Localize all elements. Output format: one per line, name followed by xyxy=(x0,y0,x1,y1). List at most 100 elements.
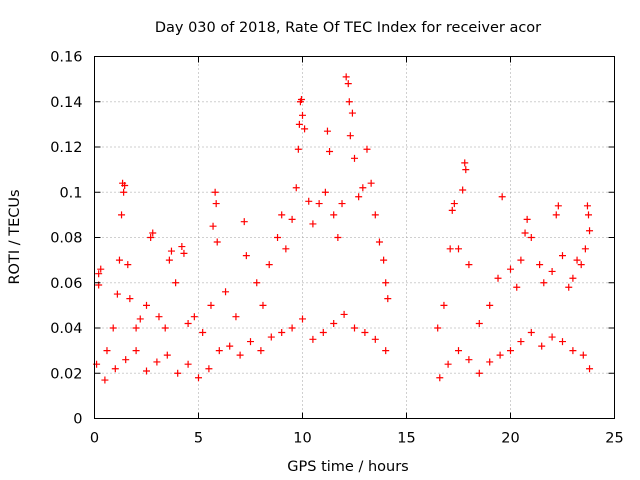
data-point xyxy=(346,132,354,140)
data-point xyxy=(521,229,529,237)
data-point xyxy=(153,358,161,366)
data-point xyxy=(496,351,504,359)
data-point xyxy=(163,351,171,359)
data-point xyxy=(149,229,157,237)
x-tick-label: 25 xyxy=(605,431,623,447)
y-tick-label: 0.02 xyxy=(50,366,82,382)
data-point xyxy=(299,111,306,119)
data-point xyxy=(165,256,173,264)
data-point xyxy=(375,238,383,246)
data-point xyxy=(294,145,302,153)
y-tick-label: 0.14 xyxy=(50,95,82,111)
data-point xyxy=(319,329,327,337)
data-point xyxy=(184,360,192,368)
y-tick-label: 0.08 xyxy=(50,231,82,247)
y-tick-label: 0.1 xyxy=(59,185,82,201)
data-point xyxy=(178,243,186,251)
data-point xyxy=(115,256,123,264)
data-point xyxy=(486,301,494,309)
data-point xyxy=(213,238,221,246)
data-point xyxy=(288,324,296,332)
data-point xyxy=(207,301,215,309)
data-point xyxy=(121,181,129,189)
data-point xyxy=(143,367,150,375)
data-point xyxy=(486,358,494,366)
data-point xyxy=(330,319,338,327)
data-point xyxy=(569,274,577,282)
data-point xyxy=(242,252,250,260)
data-point xyxy=(205,365,213,373)
data-point xyxy=(465,356,473,364)
data-point xyxy=(569,347,577,355)
data-point xyxy=(548,333,556,341)
data-point xyxy=(132,324,140,332)
y-tick-labels: 0 0.02 0.04 0.06 0.08 0.1 0.12 0.14 0.16 xyxy=(50,50,82,428)
data-point xyxy=(253,279,261,287)
data-point xyxy=(143,301,150,309)
data-point xyxy=(334,234,342,241)
data-point xyxy=(581,245,589,253)
x-tick-label: 20 xyxy=(501,431,519,447)
data-point xyxy=(184,319,192,327)
data-point xyxy=(103,347,111,355)
data-point xyxy=(527,329,535,337)
data-point xyxy=(195,374,202,382)
data-point xyxy=(209,222,217,230)
data-point xyxy=(371,335,379,343)
data-point xyxy=(586,365,594,373)
data-point xyxy=(295,120,303,128)
data-point xyxy=(126,295,134,303)
data-point xyxy=(382,347,390,355)
data-point xyxy=(459,186,467,194)
data-point xyxy=(577,261,585,269)
data-point xyxy=(309,220,317,228)
data-point xyxy=(124,261,132,269)
y-tick-label: 0.16 xyxy=(50,50,82,66)
data-point xyxy=(380,256,388,264)
data-point xyxy=(538,342,546,350)
data-point xyxy=(101,376,109,384)
data-point xyxy=(278,329,286,337)
data-point xyxy=(444,360,452,368)
data-point xyxy=(340,310,348,318)
data-point xyxy=(586,227,594,235)
data-point xyxy=(440,301,448,309)
data-point xyxy=(552,211,560,219)
data-point xyxy=(292,184,300,192)
data-point xyxy=(494,274,502,282)
data-point xyxy=(113,290,121,298)
data-point xyxy=(321,188,329,196)
data-point xyxy=(155,313,163,321)
data-point xyxy=(226,342,234,350)
data-point xyxy=(330,211,338,219)
data-point xyxy=(309,335,317,343)
data-point xyxy=(274,234,282,241)
data-point xyxy=(355,193,363,201)
data-point xyxy=(436,374,444,382)
data-point xyxy=(199,329,207,337)
data-point xyxy=(583,202,591,210)
data-point xyxy=(222,288,230,296)
data-point xyxy=(95,270,103,278)
y-axis-label: ROTI / TECUs xyxy=(7,189,23,284)
data-point xyxy=(367,179,375,187)
x-axis-label: GPS time / hours xyxy=(287,459,408,475)
data-point xyxy=(434,324,442,332)
x-tick-label: 15 xyxy=(397,431,415,447)
data-point xyxy=(361,329,369,337)
data-point xyxy=(211,188,219,196)
data-point xyxy=(136,315,144,323)
data-point xyxy=(554,202,562,210)
y-tick-label: 0.04 xyxy=(50,321,82,337)
data-point xyxy=(517,256,525,264)
data-point xyxy=(507,265,514,273)
data-point xyxy=(573,256,581,264)
data-point xyxy=(111,365,119,373)
data-point xyxy=(172,279,180,287)
data-point xyxy=(585,211,592,219)
data-point xyxy=(446,245,454,253)
data-point xyxy=(120,188,128,196)
data-point xyxy=(122,356,130,364)
data-point xyxy=(174,369,182,377)
